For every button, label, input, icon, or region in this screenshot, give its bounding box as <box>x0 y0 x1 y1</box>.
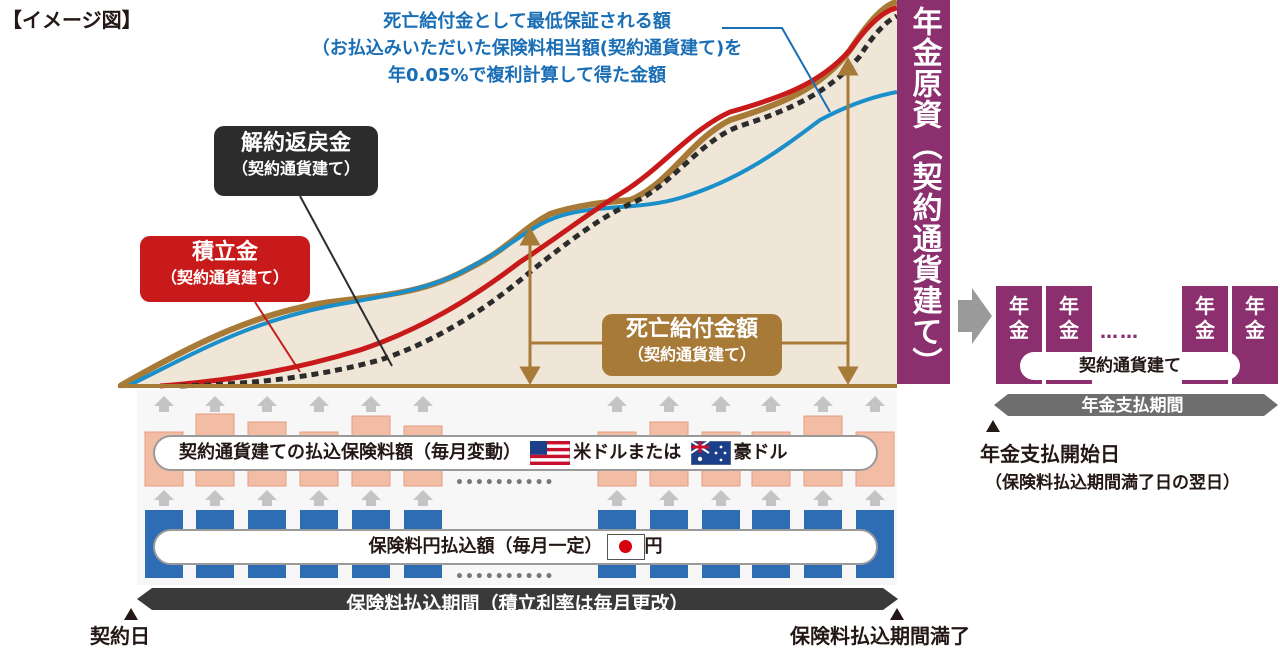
annuity-start-date-label: 年金支払開始日 <box>980 442 1120 466</box>
contract-date-label: 契約日 <box>90 624 150 648</box>
annuity-cell-label-2a: 年 <box>1059 294 1079 318</box>
surrender-value-box: 解約返戻金 （契約通貨建て） <box>214 126 378 196</box>
annuity-cell-label-1b: 金 <box>1009 318 1029 342</box>
aud-label: 豪ドル <box>733 442 788 463</box>
min-guarantee-curve <box>127 90 898 388</box>
au-flag-icon <box>690 441 731 465</box>
up-arrow-icon <box>659 396 679 412</box>
up-arrow-icon <box>154 490 174 506</box>
transition-arrow <box>958 288 992 344</box>
up-arrow-icon <box>257 396 277 412</box>
up-arrow-icon <box>813 490 833 506</box>
death-benefit-sub: （契約通貨建て） <box>627 345 756 364</box>
usd-label: 米ドルまたは <box>573 442 682 463</box>
min-death-benefit-line2: （お払込みいただいた保険料相当額(契約通貨建て)を <box>311 38 743 59</box>
annuity-payment-period-label: 年金支払期間 <box>1081 396 1184 416</box>
min-guarantee-pointer <box>722 27 831 113</box>
annuity-start-date-note: （保険料払込期間満了日の翌日） <box>985 473 1240 493</box>
up-arrow-icon <box>865 396 885 412</box>
min-death-benefit-line1: 死亡給付金として最低保証される額 <box>383 11 671 32</box>
annuity-cell-label-1a: 年 <box>1009 294 1029 318</box>
accumulation-sub: （契約通貨建て） <box>160 268 289 287</box>
annuity-cell-label-2b: 金 <box>1059 318 1079 342</box>
up-arrow-icon <box>711 396 731 412</box>
accumulation-box: 積立金 （契約通貨建て） <box>140 236 310 302</box>
maturity-label: 保険料払込期間満了 <box>790 624 970 648</box>
up-arrow-icon <box>413 396 433 412</box>
death-benefit-arrow-right <box>837 56 859 386</box>
surrender-pointer <box>299 195 393 367</box>
up-arrow-icon <box>865 490 885 506</box>
accumulation-pointer <box>254 301 301 373</box>
death-benefit-area <box>120 2 897 386</box>
japan-flag-icon <box>606 534 645 560</box>
annuity-currency-pill: 契約通貨建て <box>1020 352 1240 380</box>
annuity-cell-label-3a: 年 <box>1195 294 1215 318</box>
yen-premium-ellipsis: •••••••••• <box>455 569 555 585</box>
premium-up-arrows-mid <box>154 490 885 506</box>
yen-premium-pill: 保険料円払込額（毎月一定） 円 <box>153 529 878 565</box>
annuity-cell-label-3b: 金 <box>1195 318 1215 342</box>
up-arrow-icon <box>607 490 627 506</box>
fx-premium-ellipsis: •••••••••• <box>455 475 555 491</box>
annuity-cell-label-4b: 金 <box>1245 318 1265 342</box>
min-death-benefit-line3: 年0.05%で複利計算して得た金額 <box>388 65 666 86</box>
surrender-curve <box>179 13 899 389</box>
fx-premium-pill: 契約通貨建ての払込保険料額（毎月変動） 米ドルまたは 豪ドル <box>153 435 878 471</box>
premium-up-arrows-top <box>154 396 885 412</box>
up-arrow-icon <box>361 490 381 506</box>
death-benefit-title: 死亡給付金額 <box>625 317 758 342</box>
accumulation-title: 積立金 <box>191 240 258 265</box>
up-arrow-icon <box>257 490 277 506</box>
up-arrow-icon <box>761 396 781 412</box>
surrender-title: 解約返戻金 <box>240 131 351 156</box>
up-arrow-icon <box>205 396 225 412</box>
premium-period-bar <box>137 588 898 610</box>
up-arrow-icon <box>361 396 381 412</box>
maturity-marker <box>890 608 904 620</box>
death-benefit-curve <box>118 0 898 389</box>
death-benefit-box: 死亡給付金額 （契約通貨建て） <box>602 314 782 376</box>
accumulation-curve <box>159 5 898 389</box>
death-benefit-arrow-left <box>519 226 541 386</box>
image-tag: 【イメージ図】 <box>2 8 142 32</box>
up-arrow-icon <box>309 396 329 412</box>
min-death-benefit-annotation: 死亡給付金として最低保証される額 （お払込みいただいた保険料相当額(契約通貨建て… <box>292 8 762 89</box>
yen-unit: 円 <box>644 536 663 557</box>
yen-premium-label: 保険料円払込額（毎月一定） <box>368 536 603 557</box>
up-arrow-icon <box>309 490 329 506</box>
us-flag-icon <box>530 441 571 465</box>
annuity-start-marker <box>986 420 1000 432</box>
up-arrow-icon <box>813 396 833 412</box>
contract-date-marker <box>124 608 138 620</box>
fx-premium-label: 契約通貨建ての払込保険料額（毎月変動） <box>179 442 521 463</box>
surrender-sub: （契約通貨建て） <box>231 159 360 178</box>
annuity-cell-label-4a: 年 <box>1245 294 1265 318</box>
up-arrow-icon <box>659 490 679 506</box>
up-arrow-icon <box>607 396 627 412</box>
premium-period-label: 保険料払込期間（積立利率は毎月更改） <box>346 593 689 615</box>
up-arrow-icon <box>761 490 781 506</box>
up-arrow-icon <box>413 490 433 506</box>
annuity-period-bar <box>994 394 1278 416</box>
annuity-cell-4: 年 金 <box>1232 286 1278 384</box>
annuity-principal-bar: 年金原資（契約通貨建て） <box>897 0 950 384</box>
up-arrow-icon <box>154 396 174 412</box>
up-arrow-icon <box>711 490 731 506</box>
annuity-ellipsis: …… <box>1100 322 1140 343</box>
up-arrow-icon <box>205 490 225 506</box>
